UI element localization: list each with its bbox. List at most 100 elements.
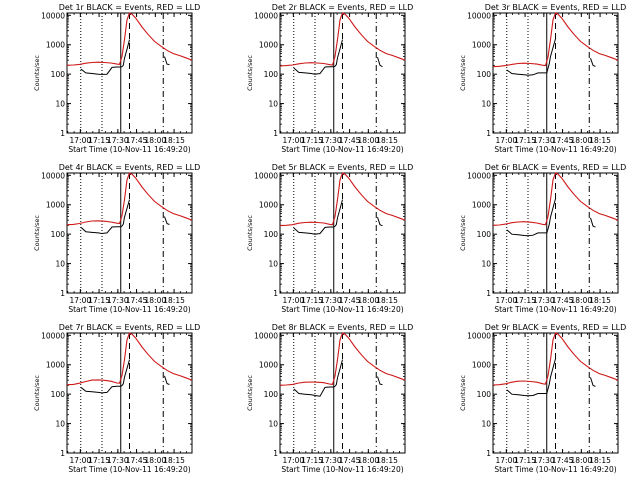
x-tick-label: 17:15 xyxy=(514,136,536,145)
x-axis-label: Start Time (10-Nov-11 16:49:20) xyxy=(68,145,190,154)
y-tick-label: 1 xyxy=(60,289,65,298)
x-tick-label: 18:15 xyxy=(376,136,398,145)
x-axis-label: Start Time (10-Nov-11 16:49:20) xyxy=(281,305,403,314)
y-tick-label: 1 xyxy=(486,449,491,458)
events-series-line-segment-2 xyxy=(164,56,170,66)
x-tick-label: 17:15 xyxy=(88,296,110,305)
y-tick-label: 10 xyxy=(268,100,278,109)
y-tick-label: 1 xyxy=(273,289,278,298)
events-series-line-segment-2 xyxy=(590,217,596,228)
x-tick-label: 17:45 xyxy=(339,456,361,465)
x-tick-label: 18:00 xyxy=(571,296,593,305)
x-tick-label: 18:00 xyxy=(571,136,593,145)
y-tick-label: 10 xyxy=(481,260,491,269)
x-tick-label: 17:45 xyxy=(339,136,361,145)
x-axis-label: Start Time (10-Nov-11 16:49:20) xyxy=(68,305,190,314)
lld-series-line xyxy=(492,172,619,226)
panel-3: Det 3r BLACK = Events, RED = LLD 1 10 100 10… xyxy=(459,3,626,154)
y-tick-label: 10 xyxy=(268,420,278,429)
panel-title: Det 6r BLACK = Events, RED = LLD xyxy=(485,163,627,172)
lld-series-line xyxy=(492,332,619,386)
y-tick-label: 10000 xyxy=(467,171,491,180)
lld-series-line xyxy=(66,12,193,66)
y-tick-label: 10 xyxy=(481,420,491,429)
x-tick-label: 17:00 xyxy=(496,296,518,305)
y-tick-label: 10000 xyxy=(41,171,65,180)
x-tick-label: 17:15 xyxy=(88,456,110,465)
x-tick-label: 18:15 xyxy=(589,296,611,305)
x-tick-label: 17:30 xyxy=(320,136,342,145)
y-tick-label: 1 xyxy=(273,129,278,138)
events-series-line xyxy=(80,359,130,394)
x-tick-label: 18:00 xyxy=(145,456,167,465)
panel-title: Det 5r BLACK = Events, RED = LLD xyxy=(272,163,414,172)
y-axis-label: Counts/sec xyxy=(459,375,467,411)
y-tick-label: 1 xyxy=(486,129,491,138)
events-series-line-segment-2 xyxy=(590,377,596,387)
y-tick-label: 100 xyxy=(477,390,492,399)
x-tick-label: 17:30 xyxy=(533,456,555,465)
x-tick-label: 18:15 xyxy=(163,296,185,305)
y-tick-label: 100 xyxy=(477,230,492,239)
panel-8: Det 8r BLACK = Events, RED = LLD 1 10 100 10… xyxy=(246,323,413,474)
panel-6: Det 6r BLACK = Events, RED = LLD 1 10 100 10… xyxy=(459,163,626,314)
y-tick-label: 10 xyxy=(55,420,65,429)
events-series-line-segment-2 xyxy=(590,58,596,67)
x-tick-label: 17:45 xyxy=(552,136,574,145)
x-tick-label: 17:00 xyxy=(283,296,305,305)
x-tick-label: 17:15 xyxy=(88,136,110,145)
x-tick-label: 17:30 xyxy=(533,296,555,305)
y-tick-label: 100 xyxy=(477,70,492,79)
lld-series-line xyxy=(492,12,619,68)
y-tick-label: 10000 xyxy=(41,11,65,20)
y-tick-label: 10000 xyxy=(467,11,491,20)
y-tick-label: 10000 xyxy=(254,171,278,180)
y-tick-label: 1000 xyxy=(259,41,278,50)
y-axis-label: Counts/sec xyxy=(33,375,41,411)
lld-series-line xyxy=(66,332,193,386)
y-tick-label: 1000 xyxy=(472,201,491,210)
y-tick-label: 100 xyxy=(51,70,66,79)
y-tick-label: 1000 xyxy=(259,201,278,210)
x-tick-label: 17:30 xyxy=(107,456,129,465)
panel-2: Det 2r BLACK = Events, RED = LLD 1 10 100 10… xyxy=(246,3,413,154)
x-tick-label: 17:00 xyxy=(70,456,92,465)
x-tick-label: 18:15 xyxy=(589,456,611,465)
y-axis-label: Counts/sec xyxy=(459,215,467,251)
y-tick-label: 1000 xyxy=(46,201,65,210)
x-axis-label: Start Time (10-Nov-11 16:49:20) xyxy=(494,145,616,154)
y-tick-label: 100 xyxy=(264,390,279,399)
events-series-line xyxy=(80,39,130,75)
y-axis-label: Counts/sec xyxy=(246,375,254,411)
y-axis-label: Counts/sec xyxy=(33,55,41,91)
y-tick-label: 10 xyxy=(268,260,278,269)
lld-series-line xyxy=(279,172,406,227)
x-tick-label: 18:15 xyxy=(376,456,398,465)
y-tick-label: 10000 xyxy=(41,331,65,340)
y-tick-label: 100 xyxy=(264,70,279,79)
events-series-line-segment-2 xyxy=(164,216,170,225)
x-tick-label: 17:15 xyxy=(301,456,323,465)
x-tick-label: 18:00 xyxy=(571,456,593,465)
lld-series-line xyxy=(279,332,406,386)
x-tick-label: 18:00 xyxy=(358,136,380,145)
y-tick-label: 100 xyxy=(51,230,66,239)
y-tick-label: 1000 xyxy=(46,41,65,50)
x-tick-label: 17:15 xyxy=(514,456,536,465)
y-tick-label: 1000 xyxy=(472,361,491,370)
x-tick-label: 17:45 xyxy=(126,296,148,305)
events-series-line xyxy=(293,199,343,235)
y-tick-label: 1 xyxy=(486,289,491,298)
y-tick-label: 10 xyxy=(481,100,491,109)
y-tick-label: 10 xyxy=(55,100,65,109)
panel-title: Det 9r BLACK = Events, RED = LLD xyxy=(485,323,627,332)
x-tick-label: 17:45 xyxy=(552,456,574,465)
y-axis-label: Counts/sec xyxy=(246,215,254,251)
x-tick-label: 17:45 xyxy=(126,136,148,145)
x-axis-label: Start Time (10-Nov-11 16:49:20) xyxy=(494,465,616,474)
x-tick-label: 17:00 xyxy=(496,136,518,145)
x-tick-label: 18:15 xyxy=(163,136,185,145)
y-tick-label: 1 xyxy=(60,129,65,138)
panel-title: Det 2r BLACK = Events, RED = LLD xyxy=(272,3,414,12)
x-axis-label: Start Time (10-Nov-11 16:49:20) xyxy=(281,465,403,474)
